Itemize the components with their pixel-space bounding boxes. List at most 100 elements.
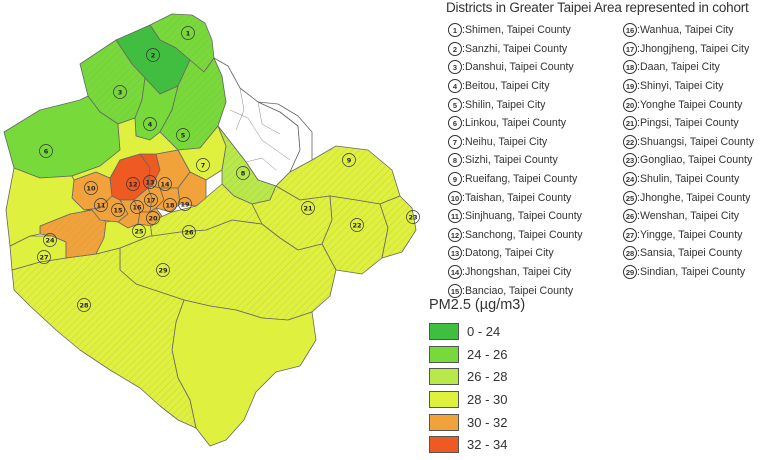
district-label-number: 11 xyxy=(96,201,106,209)
districts-list-column-2: 16: Wanhua, Taipei City 17: Jhongjheng, T… xyxy=(623,21,754,281)
colon-separator: : xyxy=(462,98,465,111)
district-name: Sinjhuang, Taipei County xyxy=(464,210,582,223)
district-legend-item: 1: Shimen, Taipei County xyxy=(448,21,583,40)
colon-separator: : xyxy=(462,191,465,204)
district-name: Sansia, Taipei County xyxy=(639,247,743,260)
district-label-circle xyxy=(111,203,125,217)
district-label-9: 9 xyxy=(342,153,356,167)
district-legend-item: 14: Jhongshan, Taipei City xyxy=(448,263,583,282)
colon-separator: : xyxy=(637,42,640,55)
district-name: Danshui, Taipei County xyxy=(464,61,574,74)
district-label-12: 12 xyxy=(126,177,140,191)
district-label-circle xyxy=(130,200,144,214)
district-name: Shimen, Taipei County xyxy=(464,24,571,37)
district-number-badge: 28 xyxy=(623,246,637,261)
pm25-class-row: 28 - 30 xyxy=(429,388,507,411)
district-label-circle xyxy=(39,144,53,158)
district-number-badge: 11 xyxy=(448,209,462,224)
district-label-circle xyxy=(43,233,57,247)
pm25-legend-title: PM2.5 (µg/m3) xyxy=(429,297,526,313)
district-label-circle xyxy=(350,218,364,232)
colon-separator: : xyxy=(637,24,640,37)
district-number-badge: 14 xyxy=(448,265,462,280)
colon-separator: : xyxy=(462,42,465,55)
district-legend-item: 15: Banciao, Taipei County xyxy=(448,281,583,300)
district-number-badge: 9 xyxy=(448,172,462,187)
colon-separator: : xyxy=(462,228,465,241)
district-name: Sindian, Taipei County xyxy=(639,266,746,279)
district-label-number: 1 xyxy=(186,29,191,37)
district-label-25: 25 xyxy=(132,224,146,238)
pm25-class-swatch xyxy=(429,390,459,408)
district-name: Neihu, Taipei City xyxy=(464,135,548,148)
district-label-15: 15 xyxy=(111,203,125,217)
district-number-badge: 16 xyxy=(623,23,637,38)
district-label-14: 14 xyxy=(158,177,172,191)
district-label-circle xyxy=(176,128,190,142)
district-name: Sizhi, Taipei County xyxy=(464,154,558,167)
district-label-number: 29 xyxy=(158,266,168,274)
district-number-badge: 13 xyxy=(448,246,462,261)
district-label-number: 21 xyxy=(303,204,313,212)
district-label-number: 22 xyxy=(352,221,361,229)
district-legend-item: 19: Shinyi, Taipei City xyxy=(623,77,754,96)
district-legend-item: 23: Gongliao, Taipei County xyxy=(623,151,754,170)
district-legend-item: 7: Neihu, Taipei City xyxy=(448,133,583,152)
district-label-number: 3 xyxy=(118,88,123,96)
district-label-number: 23 xyxy=(408,213,417,221)
colon-separator: : xyxy=(462,80,465,93)
district-label-number: 25 xyxy=(134,227,144,235)
district-name: Taishan, Taipei County xyxy=(464,191,572,204)
colon-separator: : xyxy=(462,117,465,130)
district-filler xyxy=(71,117,179,181)
colon-separator: : xyxy=(637,98,640,111)
district-name: Wenshan, Taipei City xyxy=(639,210,740,223)
district-number-badge: 8 xyxy=(448,153,462,168)
district-label-number: 15 xyxy=(113,206,123,214)
district-legend-item: 6: Linkou, Taipei County xyxy=(448,114,583,133)
district-label-24: 24 xyxy=(43,233,57,247)
colon-separator: : xyxy=(462,154,465,167)
district-name: Yingge, Taipei County xyxy=(639,228,743,241)
district-label-circle xyxy=(163,198,177,212)
district-name: Datong, Taipei City xyxy=(464,247,554,260)
colon-separator: : xyxy=(637,135,640,148)
district-name: Gongliao, Taipei County xyxy=(639,154,753,167)
colon-separator: : xyxy=(462,284,465,297)
district-name: Shulin, Taipei County xyxy=(639,173,740,186)
district-label-19: 19 xyxy=(178,197,192,211)
district-label-number: 12 xyxy=(128,180,137,188)
district-label-23: 23 xyxy=(406,210,420,224)
district-legend-item: 2: Sanzhi, Taipei County xyxy=(448,40,583,59)
district-legend-item: 11: Sinjhuang, Taipei County xyxy=(448,207,583,226)
district-name: Banciao, Taipei County xyxy=(464,284,574,297)
district-legend-item: 20: Yonghe Taipei County xyxy=(623,95,754,114)
district-label-circle xyxy=(94,198,108,212)
pm25-class-swatch xyxy=(429,436,459,454)
colon-separator: : xyxy=(637,228,640,241)
district-legend-item: 8: Sizhi, Taipei County xyxy=(448,151,583,170)
district-label-29: 29 xyxy=(156,263,170,277)
district-number-badge: 25 xyxy=(623,190,637,205)
colon-separator: : xyxy=(637,117,640,130)
colon-separator: : xyxy=(637,266,640,279)
pm25-class-label: 30 - 32 xyxy=(467,414,508,430)
district-label-number: 2 xyxy=(151,51,156,59)
district-label-circle xyxy=(77,298,91,312)
district-label-circle xyxy=(236,166,250,180)
district-legend-item: 18: Daan, Taipei City xyxy=(623,58,754,77)
district-label-circle xyxy=(406,210,420,224)
district-label-number: 10 xyxy=(86,184,96,192)
colon-separator: : xyxy=(637,173,640,186)
district-number-badge: 6 xyxy=(448,116,462,131)
district-label-number: 18 xyxy=(165,201,175,209)
pm25-class-label: 0 - 24 xyxy=(467,323,501,339)
district-number-badge: 20 xyxy=(623,97,637,112)
district-label-17: 17 xyxy=(144,193,158,207)
colon-separator: : xyxy=(637,210,640,223)
district-legend-item: 27: Yingge, Taipei County xyxy=(623,226,754,245)
district-label-number: 19 xyxy=(180,200,190,208)
district-legend-item: 5: Shilin, Taipei City xyxy=(448,95,583,114)
unsampled-subdivisions xyxy=(229,87,291,171)
colon-separator: : xyxy=(462,61,465,74)
